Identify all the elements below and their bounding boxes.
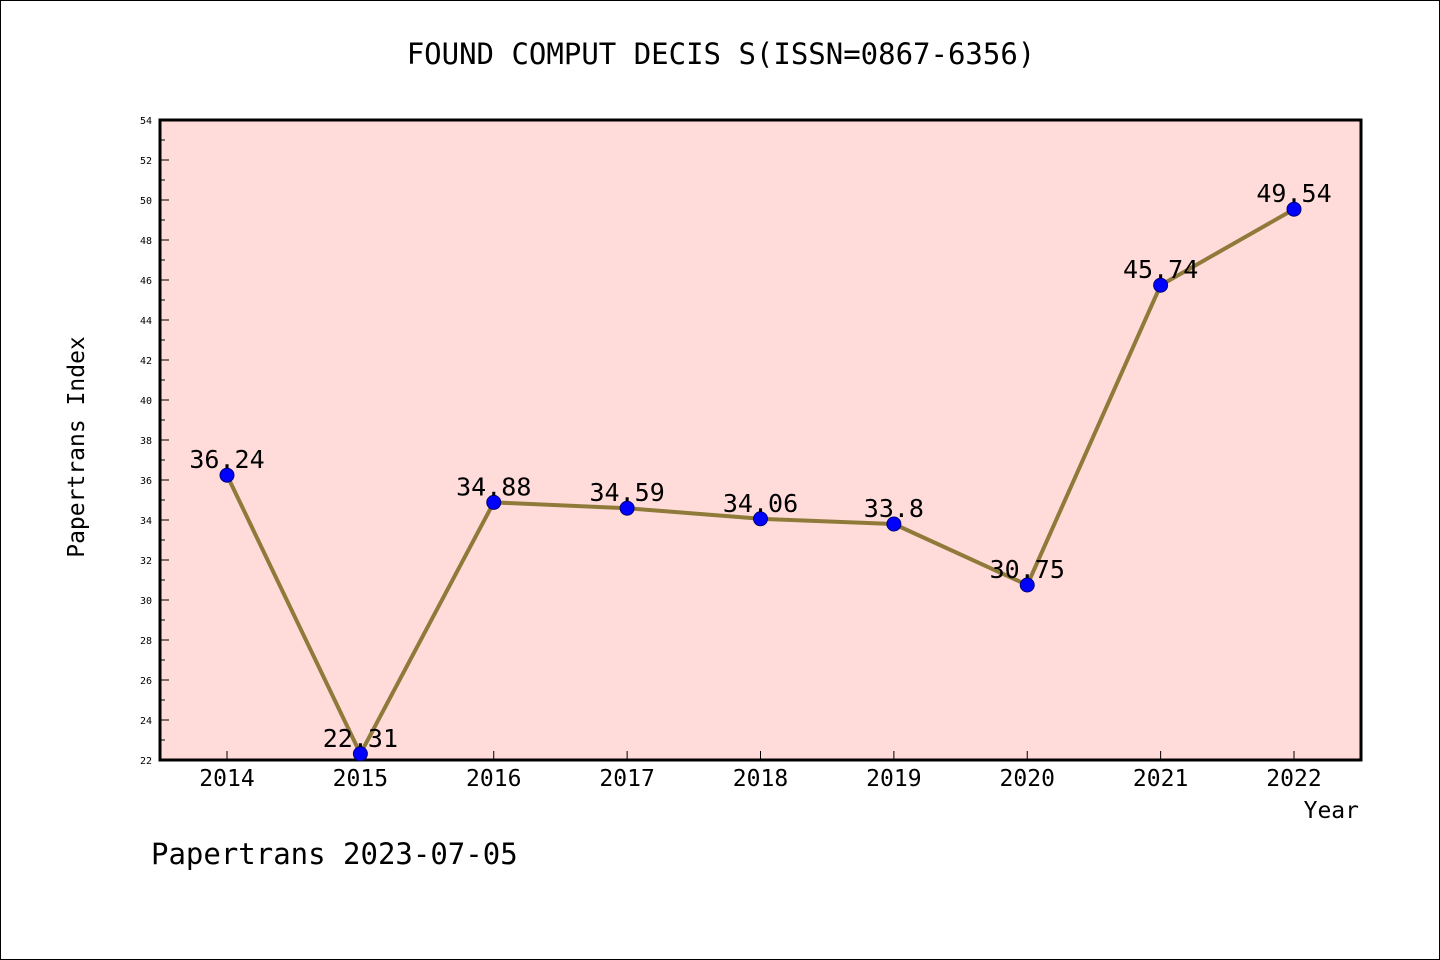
y-tick-label: 40 <box>140 396 152 407</box>
x-tick-label: 2022 <box>1266 766 1321 792</box>
y-tick-label: 48 <box>140 236 152 247</box>
y-tick-label: 38 <box>140 436 152 447</box>
data-point <box>886 516 902 532</box>
data-point <box>1019 577 1035 593</box>
data-point <box>219 467 235 483</box>
data-label: 33.8 <box>864 494 924 523</box>
data-point <box>619 500 635 516</box>
x-tick-label: 2017 <box>599 766 654 792</box>
data-label: 34.88 <box>456 472 531 501</box>
data-label: 36.24 <box>189 445 264 474</box>
y-tick-label: 36 <box>140 476 152 487</box>
x-tick-label: 2014 <box>199 766 254 792</box>
x-tick-label: 2020 <box>1000 766 1055 792</box>
data-label: 30.75 <box>990 555 1065 584</box>
y-tick-label: 54 <box>140 116 152 127</box>
chart-title: FOUND COMPUT DECIS S(ISSN=0867-6356) <box>406 37 1036 71</box>
y-tick-label: 44 <box>140 316 152 327</box>
data-point <box>1153 277 1169 293</box>
x-tick-label: 2015 <box>333 766 388 792</box>
x-tick-label: 2016 <box>466 766 521 792</box>
plot-border <box>158 118 1363 762</box>
x-tick-label: 2021 <box>1133 766 1188 792</box>
y-tick-label: 42 <box>140 356 152 367</box>
data-label: 34.06 <box>723 489 798 518</box>
data-label: 34.59 <box>589 478 664 507</box>
data-label: 22.31 <box>323 724 398 753</box>
data-point <box>486 494 502 510</box>
y-tick-label: 26 <box>140 676 152 687</box>
x-tick-label: 2019 <box>866 766 921 792</box>
y-tick-label: 28 <box>140 636 152 647</box>
y-tick-label: 34 <box>140 516 152 527</box>
y-tick-label: 24 <box>140 716 152 727</box>
y-tick-label: 50 <box>140 196 152 207</box>
y-tick-label: 30 <box>140 596 152 607</box>
y-tick-label: 46 <box>140 276 152 287</box>
data-point <box>753 511 768 527</box>
y-tick-label: 52 <box>140 156 152 167</box>
x-axis-title: Year <box>1303 798 1359 824</box>
x-tick-label: 2018 <box>733 766 788 792</box>
y-tick-label: 32 <box>140 556 152 567</box>
footer-credit: Papertrans 2023-07-05 <box>151 837 518 871</box>
data-point <box>1286 201 1302 217</box>
data-point <box>352 746 368 762</box>
data-label: 49.54 <box>1256 179 1331 208</box>
y-tick-label: 22 <box>140 756 152 767</box>
plot-background <box>160 120 1361 760</box>
data-label: 45.74 <box>1123 255 1198 284</box>
